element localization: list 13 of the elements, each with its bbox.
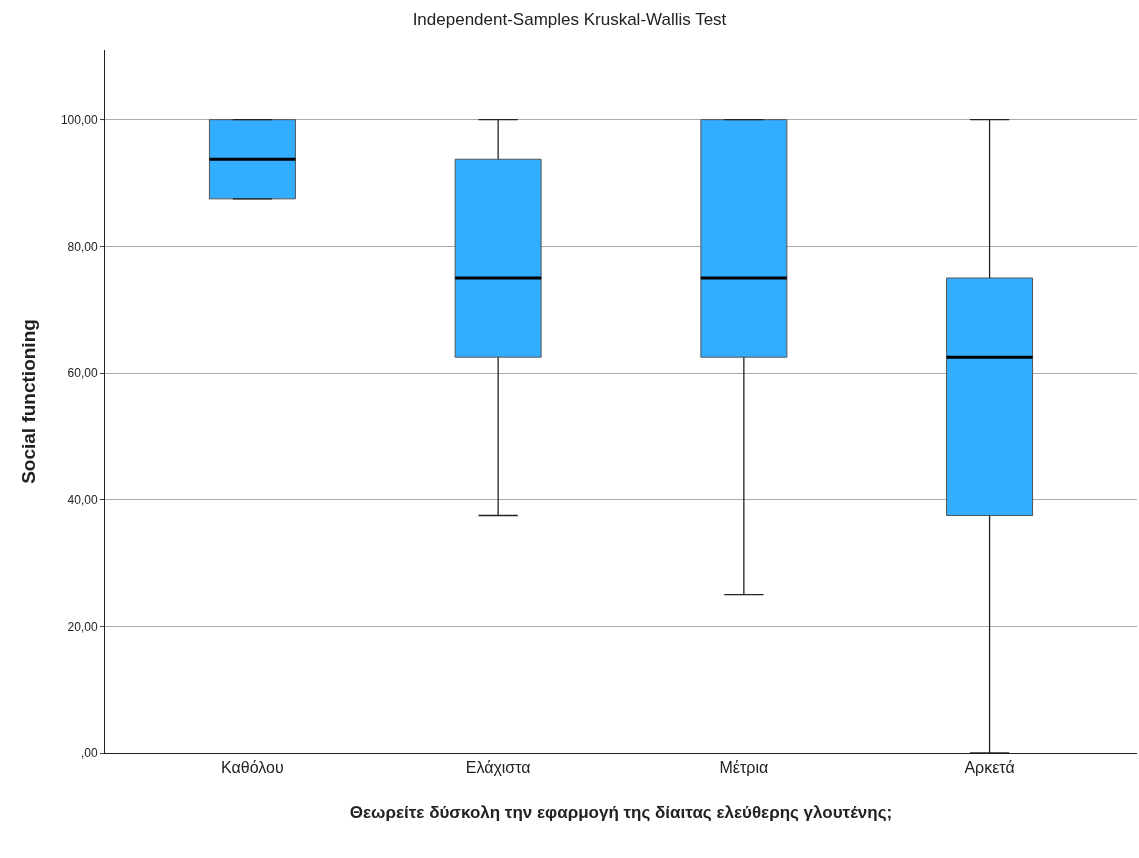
x-axis-title: Θεωρείτε δύσκολη την εφαρμογή της δίαιτας ελεύθερης γλουτένης; [349, 802, 893, 822]
x-tick-label: Αρκετά [964, 759, 1015, 777]
y-tick-label: 60,00 [67, 366, 98, 381]
x-tick-label: Μέτρια [719, 759, 769, 777]
y-tick-label: 20,00 [67, 619, 98, 634]
x-tick-label: Καθόλου [221, 759, 284, 777]
y-tick-label: ,00 [80, 746, 98, 761]
x-tick-label: Ελάχιστα [465, 759, 531, 777]
y-tick-label: 80,00 [67, 239, 98, 254]
y-axis-title: Social functioning [17, 319, 39, 484]
y-tick-label: 40,00 [67, 492, 98, 507]
y-tick-label: 100,00 [60, 112, 98, 127]
chart-title: Independent-Samples Kruskal-Wallis Test [412, 9, 727, 29]
